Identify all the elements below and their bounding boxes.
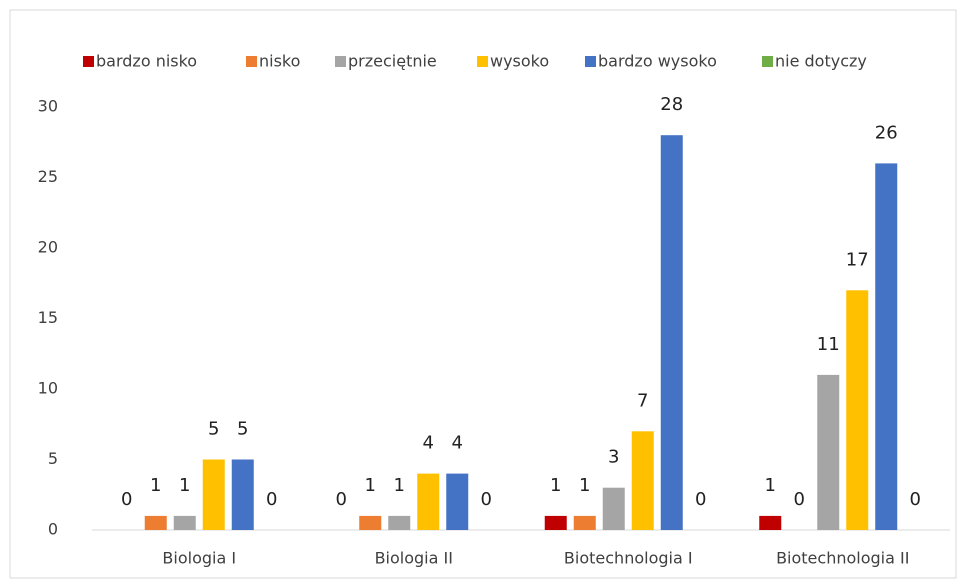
data-label: 28 [660,94,683,115]
legend-label: bardzo nisko [96,52,197,71]
x-tick-label: Biotechnologia II [776,549,909,568]
bar [846,290,869,530]
data-label: 26 [875,122,898,143]
data-label: 11 [817,334,840,355]
legend-swatch [477,56,488,67]
data-label: 0 [266,489,277,510]
data-label: 0 [121,489,132,510]
bar [173,515,196,530]
bar [388,515,411,530]
bar [144,515,167,530]
legend-label: bardzo wysoko [598,52,717,71]
legend-swatch [83,56,94,67]
bar [359,515,382,530]
legend-label: nie dotyczy [775,52,867,71]
data-label: 0 [481,489,492,510]
y-tick-label: 10 [38,379,58,398]
data-label: 0 [910,489,921,510]
bar [446,473,469,530]
data-label: 1 [765,475,776,496]
bar [573,515,596,530]
data-label: 1 [550,475,561,496]
data-label: 1 [365,475,376,496]
y-tick-label: 20 [38,238,58,257]
y-tick-label: 5 [48,449,58,468]
bar [202,459,225,530]
bar [602,487,625,530]
chart-border [9,9,957,579]
y-tick-label: 25 [38,167,58,186]
bar [660,135,683,530]
bar [875,163,898,530]
data-label: 17 [846,249,869,270]
bar [417,473,440,530]
data-label: 0 [794,489,805,510]
legend-label: przeciętnie [348,52,437,71]
legend-swatch [762,56,773,67]
bar [544,515,567,530]
legend-swatch [335,56,346,67]
x-tick-label: Biologia II [375,549,453,568]
bar [631,431,654,530]
data-label: 1 [394,475,405,496]
data-label: 1 [150,475,161,496]
x-tick-label: Biotechnologia I [564,549,693,568]
legend-swatch [246,56,257,67]
data-label: 0 [695,489,706,510]
data-label: 5 [237,419,248,440]
data-label: 4 [452,433,463,454]
legend-label: nisko [259,52,300,71]
data-label: 7 [637,390,648,411]
x-tick-label: Biologia I [162,549,236,568]
y-tick-label: 0 [48,520,58,539]
bar [759,515,782,530]
data-label: 1 [179,475,190,496]
data-label: 4 [423,433,434,454]
legend-label: wysoko [490,52,549,71]
y-tick-label: 15 [38,308,58,327]
y-tick-label: 30 [38,97,58,116]
data-label: 5 [208,419,219,440]
data-label: 3 [608,447,619,468]
bar [817,374,840,530]
bar [231,459,254,530]
data-label: 1 [579,475,590,496]
legend-swatch [585,56,596,67]
data-label: 0 [336,489,347,510]
